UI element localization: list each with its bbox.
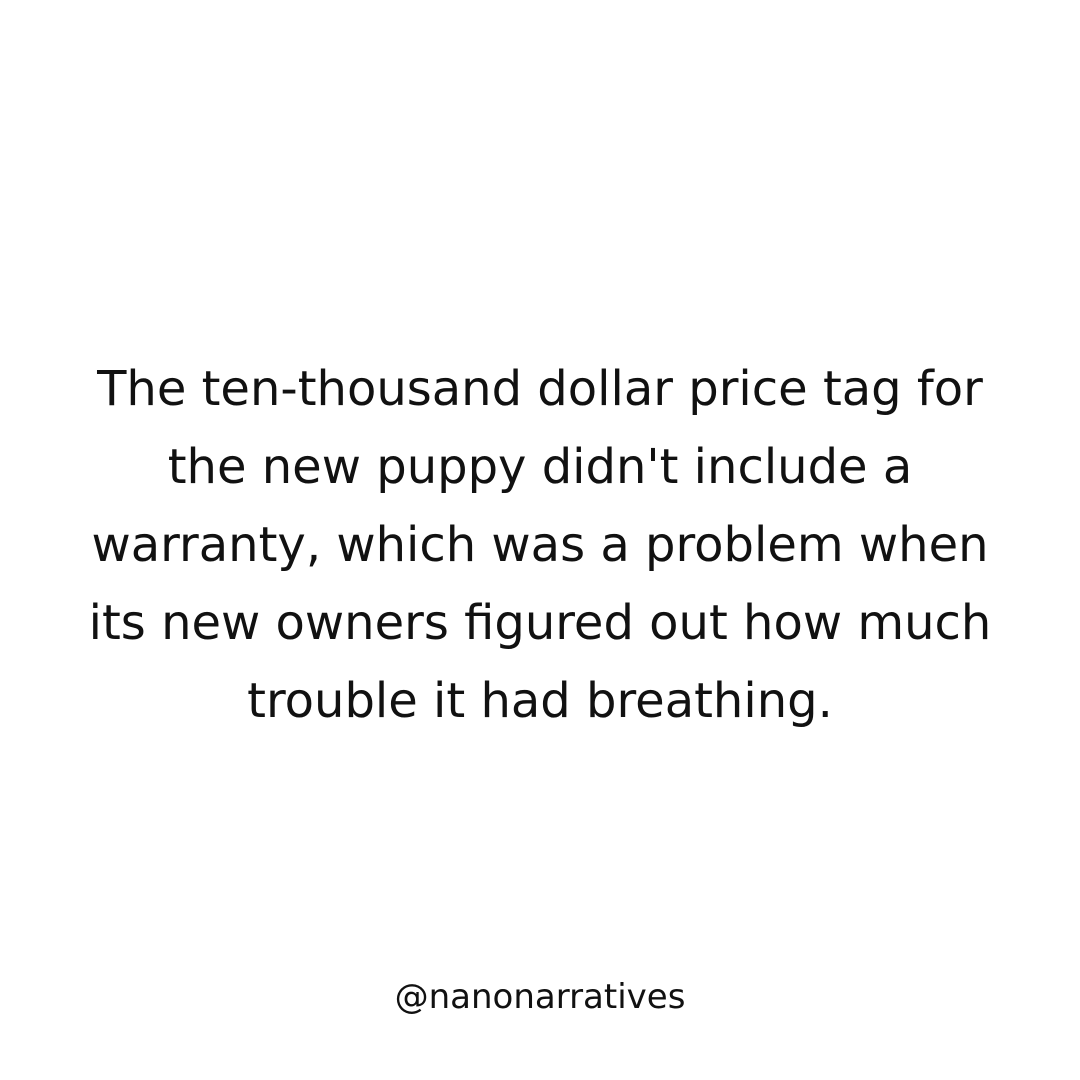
story-line-2: the new puppy didn't include a xyxy=(167,439,913,495)
story-line-3: warranty, which was a problem when xyxy=(91,517,989,573)
story-line-5: trouble it had breathing. xyxy=(247,673,833,729)
author-handle: @nanonarratives xyxy=(394,977,686,1017)
story-line-4: its new owners figured out how much xyxy=(88,595,992,651)
story-text: The ten-thousand dollar price tag for th… xyxy=(40,350,1040,740)
story-line-1: The ten-thousand dollar price tag for xyxy=(97,361,983,417)
